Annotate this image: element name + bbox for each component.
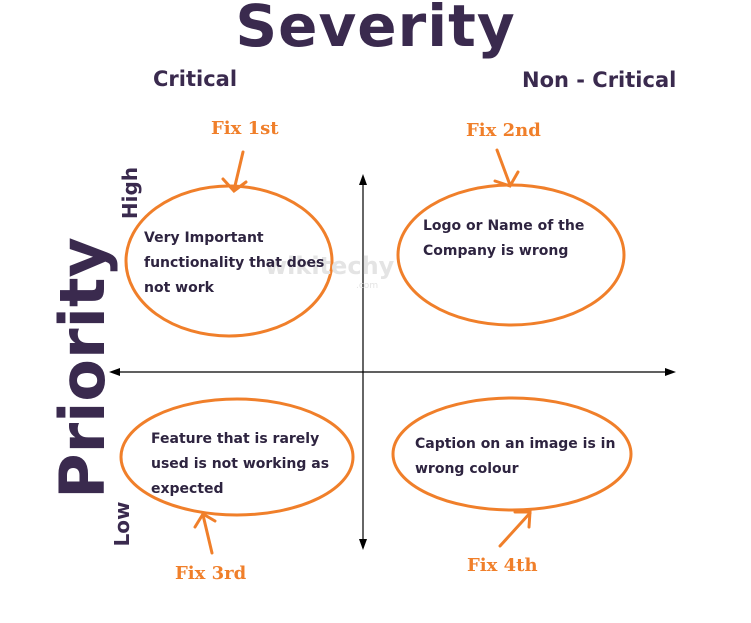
column-label-non-critical: Non - Critical: [522, 68, 677, 92]
quadrant-ellipse-bottom-right: [391, 396, 633, 512]
pointer-arrow-fix-3: [193, 511, 217, 555]
fix-label-2: Fix 2nd: [466, 120, 541, 141]
row-label-high: High: [118, 166, 142, 220]
arrow-up-icon: [359, 174, 367, 185]
watermark-domain: .com: [356, 281, 379, 291]
fix-label-4: Fix 4th: [467, 555, 538, 576]
pointer-arrow-fix-2: [493, 148, 520, 188]
column-label-critical: Critical: [153, 67, 238, 91]
arrow-right-icon: [665, 368, 676, 376]
pointer-arrow-fix-4: [498, 510, 532, 548]
side-label-priority: Priority: [46, 237, 119, 499]
quadrant-text-critical-high: Very Important functionality that does n…: [144, 230, 325, 296]
quadrant-text-non-critical-high: Logo or Name of the Company is wrong: [423, 218, 585, 259]
diagram-title: Severity: [235, 0, 516, 60]
fix-label-1: Fix 1st: [211, 118, 279, 139]
quadrant-text-non-critical-low: Caption on an image is in wrong colour: [415, 436, 616, 477]
quadrant-text-critical-low: Feature that is rarely used is not worki…: [151, 431, 330, 497]
row-label-low: Low: [110, 501, 134, 547]
pointer-arrow-fix-1: [221, 150, 248, 194]
arrow-left-icon: [109, 368, 120, 376]
fix-label-3: Fix 3rd: [175, 563, 247, 584]
watermark-logo: wikitechy: [265, 252, 395, 280]
arrow-down-icon: [359, 539, 367, 550]
quadrant-ellipse-bottom-left: [119, 397, 355, 517]
